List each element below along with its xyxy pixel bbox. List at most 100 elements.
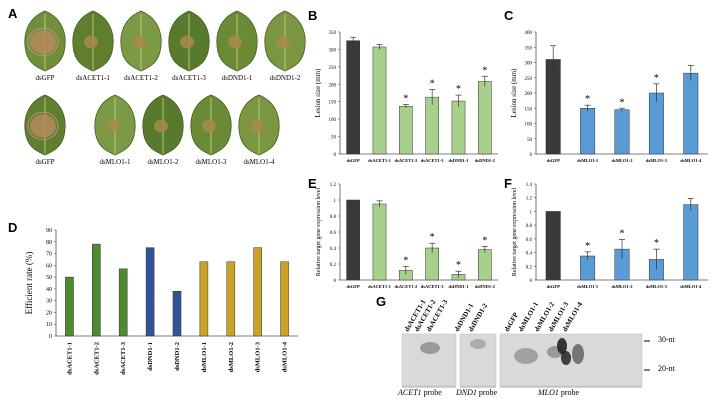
category-label: dsGFP (347, 158, 361, 163)
y-tick-label: 30 (46, 299, 52, 305)
leaf-label: dsMLO1-3 (195, 158, 227, 166)
panel-letter-f: F (504, 176, 512, 191)
category-label: dsMLO1-3 (255, 341, 262, 372)
leaf-photo: dsMLO1-4 (232, 92, 286, 168)
bar (65, 276, 74, 337)
bar (580, 108, 596, 155)
leaf-label: dsACET1-2 (124, 74, 158, 82)
panel-letter-c: C (504, 8, 514, 23)
panel-letter-a: A (8, 6, 18, 21)
y-tick-label: 0.2 (526, 265, 533, 270)
significance-mark: * (620, 97, 625, 108)
category-label: dsDND1-1 (147, 342, 154, 371)
probe-suffix: probe (558, 388, 580, 397)
significance-mark: * (654, 73, 659, 84)
y-tick-label: 1.4 (526, 183, 533, 188)
bar (478, 249, 492, 281)
y-tick-label: 50 (527, 138, 533, 143)
y-tick-label: 400 (525, 31, 533, 36)
category-label: dsACET1-2 (394, 284, 418, 289)
bar (199, 261, 209, 337)
category-label: dsMLO1-2 (611, 158, 633, 163)
bar (280, 261, 289, 337)
panel-letter-b: B (308, 8, 318, 23)
significance-mark: * (403, 94, 408, 105)
leaf-label: dsMLO1-4 (243, 158, 275, 166)
probe-name-mlo1: MLO1 (538, 388, 559, 397)
y-tick-label: 1 (334, 199, 337, 204)
bar (545, 59, 561, 155)
category-label: dsGFP (547, 284, 561, 289)
probe-label-dnd1: DND1 probe (456, 388, 497, 397)
leaf-photo: dsMLO1-2 (136, 92, 190, 168)
category-label: dsGFP (347, 284, 361, 289)
blot-signal (561, 351, 571, 365)
y-tick-label: 250 (329, 66, 337, 71)
category-label: dsACET1-3 (421, 158, 445, 163)
leaf-icon (120, 10, 162, 72)
chart-expression-mlo: 0 0.2 0.4 0.6 0.8 1 1.2 1.4 Relative target gene… (512, 183, 708, 289)
category-label: dsACET1-1 (368, 158, 392, 163)
leaf-icon (168, 10, 210, 72)
leaf-label: dsMLO1-2 (147, 158, 179, 166)
category-label: dsMLO1-2 (611, 284, 633, 289)
blot-signal (514, 348, 538, 364)
y-tick-label: 150 (525, 107, 533, 112)
y-tick-label: 350 (525, 46, 533, 51)
leaf-label: dsGFP (35, 158, 55, 166)
y-axis-label: Lesion size (mm) (510, 68, 518, 118)
leaf-icon (216, 10, 258, 72)
bar (372, 203, 387, 281)
leaf-icon (94, 94, 136, 156)
leaf-icon (72, 10, 114, 72)
bar (399, 105, 413, 155)
y-axis-label: Relative target gene expression level (512, 188, 518, 277)
blot-membrane-mlo1 (499, 333, 643, 387)
category-label: dsACET1-3 (120, 341, 127, 375)
bar (253, 247, 262, 337)
blot-signal (572, 344, 584, 364)
chart-efficient-rate: 0 10 20 30 40 50 60 70 80 90 Efficient rate (%) dsA… (24, 228, 298, 375)
bar (226, 261, 236, 337)
leaf-label: dsACET1-3 (172, 74, 206, 82)
bar (372, 46, 387, 155)
y-tick-label: 10 (46, 322, 52, 328)
y-tick-label: 0 (334, 153, 337, 158)
y-tick-label: 90 (46, 228, 52, 234)
y-tick-label: 350 (329, 31, 337, 36)
category-label: dsACET1-2 (93, 342, 100, 375)
leaf-photo: dsGFP (18, 92, 72, 168)
significance-mark: * (482, 235, 487, 246)
blot-signal (420, 342, 440, 354)
y-tick-label: 1.2 (526, 197, 533, 202)
category-label: dsACET1-3 (421, 284, 445, 289)
category-label: dsDND1-1 (448, 284, 469, 289)
y-tick-label: 0 (49, 334, 52, 340)
significance-mark: * (403, 255, 408, 266)
category-label: dsDND1-1 (448, 158, 469, 163)
bar (118, 268, 128, 337)
blot-membrane-acet1 (401, 333, 457, 387)
y-tick-label: 150 (329, 101, 337, 106)
y-tick-label: 0 (530, 153, 533, 158)
y-tick-label: 50 (331, 136, 337, 141)
category-label: dsMLO1-1 (577, 158, 599, 163)
significance-mark: * (456, 84, 461, 95)
bar (478, 81, 492, 155)
y-axis-label: Relative target gene expression level (316, 188, 322, 277)
y-tick-label: 80 (46, 240, 52, 246)
y-tick-label: 0.8 (330, 215, 337, 220)
category-label: dsGFP (547, 158, 561, 163)
leaf-icon (264, 10, 306, 72)
significance-mark: * (430, 79, 435, 90)
significance-mark: * (585, 94, 590, 105)
category-label: dsACET1-1 (66, 342, 73, 375)
y-tick-label: 20 (46, 310, 52, 316)
chart-expression-acet-dnd: 0 0.2 0.4 0.6 0.8 1 1.2 Relative target gene ex… (316, 183, 498, 289)
probe-name-acet1: ACET1 (398, 388, 422, 397)
category-label: dsACET1-2 (394, 158, 418, 163)
category-label: dsMLO1-3 (646, 158, 668, 163)
y-tick-label: 0.4 (526, 252, 533, 257)
panel-letter-e: E (308, 176, 317, 191)
